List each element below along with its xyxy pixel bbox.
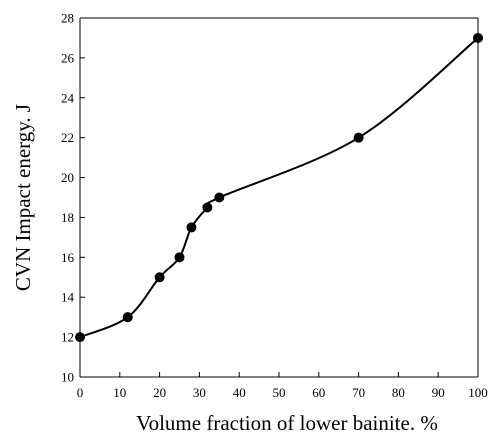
- y-axis-title: CVN Impact energy. J: [11, 104, 35, 291]
- y-tick-label: 20: [61, 170, 74, 185]
- x-axis-title: Volume fraction of lower bainite. %: [136, 411, 438, 435]
- x-tick-label: 90: [432, 385, 445, 400]
- x-tick-label: 40: [233, 385, 246, 400]
- y-tick-label: 14: [61, 290, 75, 305]
- series-line: [79, 37, 479, 339]
- data-point: [214, 192, 225, 203]
- x-tick-label: 30: [193, 385, 206, 400]
- data-point: [122, 312, 133, 323]
- x-tick-label: 0: [77, 385, 84, 400]
- x-axis-ticks: 0 10 20 30 40 50 60 70 80 90 100: [77, 372, 488, 400]
- y-tick-label: 26: [61, 50, 75, 65]
- x-tick-label: 10: [113, 385, 126, 400]
- y-tick-label: 28: [61, 11, 74, 26]
- data-point: [154, 272, 165, 283]
- y-tick-label: 22: [61, 130, 74, 145]
- data-point: [202, 202, 213, 213]
- axes: [79, 17, 479, 378]
- data-point: [186, 222, 197, 233]
- y-tick-label: 24: [61, 90, 75, 105]
- y-tick-label: 18: [61, 210, 74, 225]
- y-axis-ticks: 10 12 14 16 18 20 22 24 26 28: [61, 11, 85, 385]
- y-tick-label: 12: [61, 330, 74, 345]
- series-layer: [75, 32, 483, 343]
- x-tick-label: 80: [392, 385, 405, 400]
- x-tick-label: 50: [273, 385, 286, 400]
- x-tick-label: 20: [153, 385, 166, 400]
- x-tick-label: 100: [468, 385, 488, 400]
- data-point: [174, 252, 185, 263]
- x-tick-label: 60: [312, 385, 325, 400]
- x-tick-label: 70: [352, 385, 365, 400]
- y-tick-label: 10: [61, 370, 74, 385]
- data-point: [353, 132, 364, 143]
- y-tick-label: 16: [61, 250, 75, 265]
